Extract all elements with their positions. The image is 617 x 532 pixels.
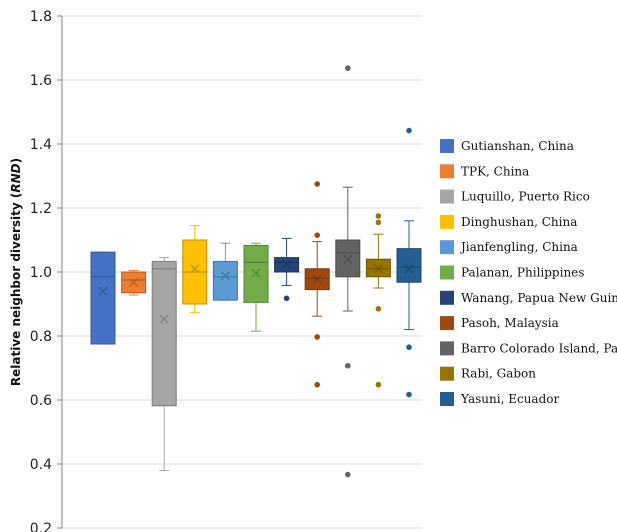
legend-label: Dinghushan, China: [461, 215, 577, 229]
legend-swatch: [440, 366, 454, 381]
mean-marker: [373, 264, 383, 274]
legend-label: Jianfengling, China: [459, 240, 578, 254]
box-6: [243, 242, 269, 332]
outlier-point: [406, 391, 412, 398]
legend-item: Yasuni, Ecuador: [440, 392, 559, 406]
legend-label: Palanan, Philippines: [461, 266, 584, 280]
outlier-point: [406, 127, 412, 134]
y-tick-label: 1.4: [30, 137, 52, 153]
legend-label: Gutianshan, China: [461, 139, 574, 153]
outlier-point: [375, 213, 382, 219]
legend-label: Wanang, Papua New Guinea: [461, 291, 617, 305]
box-iqr: [396, 248, 422, 283]
mean-marker: [98, 286, 108, 296]
outlier-point: [375, 306, 382, 312]
box-8: [304, 181, 330, 388]
mean-marker: [159, 314, 169, 324]
legend-swatch: [440, 214, 454, 229]
box-2: [121, 269, 147, 296]
y-tick-label: 0.6: [30, 393, 52, 409]
legend-swatch: [440, 392, 454, 406]
box-11: [396, 127, 422, 398]
box-iqr: [151, 260, 177, 407]
legend-item: Gutianshan, China: [440, 139, 574, 153]
box-iqr: [212, 260, 238, 301]
legend-item: TPK, China: [440, 164, 529, 179]
y-tick-label: 1.0: [30, 265, 52, 281]
outlier-point: [406, 344, 412, 351]
y-tick-label: 1.6: [30, 73, 52, 89]
outlier-point: [314, 334, 321, 340]
legend-swatch: [440, 341, 454, 356]
legend-item: Jianfengling, China: [440, 240, 578, 255]
mean-marker: [251, 268, 261, 278]
legend-item: Palanan, Philippines: [440, 265, 584, 280]
y-tick-label: 0.4: [30, 457, 52, 473]
y-tick-label: 1.2: [30, 201, 52, 217]
legend-swatch: [440, 164, 454, 179]
box-iqr: [243, 244, 269, 303]
legend-item: Luquillo, Puerto Rico: [440, 189, 590, 204]
mean-marker: [220, 271, 230, 281]
box-10: [365, 213, 391, 388]
box-4: [182, 225, 208, 314]
mean-marker: [343, 254, 353, 264]
outlier-point: [314, 232, 321, 238]
mean-marker: [282, 259, 292, 269]
legend-label: Barro Colorado Island, Panama: [461, 341, 617, 355]
legend-item: Pasoh, Malaysia: [440, 316, 559, 331]
legend-swatch: [440, 265, 454, 280]
legend-swatch: [440, 290, 454, 305]
legend-label: Luquillo, Puerto Rico: [461, 190, 590, 204]
box-5: [212, 242, 238, 301]
boxes: [90, 65, 422, 478]
outlier-point: [345, 362, 351, 369]
legend: Gutianshan, China TPK, China Luquillo, Pue…: [440, 139, 617, 406]
legend-swatch: [440, 316, 454, 331]
outlier-point: [375, 381, 382, 388]
box-7: [274, 237, 300, 302]
legend-swatch: [440, 139, 454, 153]
legend-swatch: [440, 189, 454, 204]
outlier-point: [314, 381, 321, 388]
box-iqr: [90, 251, 116, 345]
y-tick-label: 1.8: [30, 9, 52, 25]
legend-item: Dinghushan, China: [440, 214, 577, 229]
box-1: [90, 251, 116, 345]
legend-swatch: [440, 240, 454, 255]
y-tick-label: 0.8: [30, 329, 52, 345]
mean-marker: [312, 274, 322, 284]
legend-item: Rabi, Gabon: [440, 366, 536, 381]
legend-item: Barro Colorado Island, Panama: [440, 341, 617, 356]
y-tick-label: 0.2: [30, 521, 52, 532]
outlier-point: [345, 471, 351, 478]
mean-marker: [190, 264, 200, 274]
box-9: [335, 65, 361, 478]
legend-item: Wanang, Papua New Guinea: [440, 290, 617, 305]
mean-marker: [129, 278, 139, 287]
outlier-point: [314, 181, 321, 187]
y-axis: 0.2 0.4 0.6 0.8 1.0 1.2 1.4 1.6 1.8: [30, 9, 63, 532]
box-3: [151, 257, 177, 471]
outlier-point: [283, 295, 290, 302]
legend-label: Pasoh, Malaysia: [461, 316, 559, 330]
legend-label: Yasuni, Ecuador: [460, 392, 559, 406]
legend-label: Rabi, Gabon: [461, 367, 536, 381]
outlier-point: [375, 219, 382, 226]
legend-label: TPK, China: [461, 164, 529, 178]
y-axis-label: Relative neighbor diversity (RND): [9, 158, 23, 386]
mean-marker: [404, 264, 414, 274]
outlier-point: [345, 65, 351, 71]
